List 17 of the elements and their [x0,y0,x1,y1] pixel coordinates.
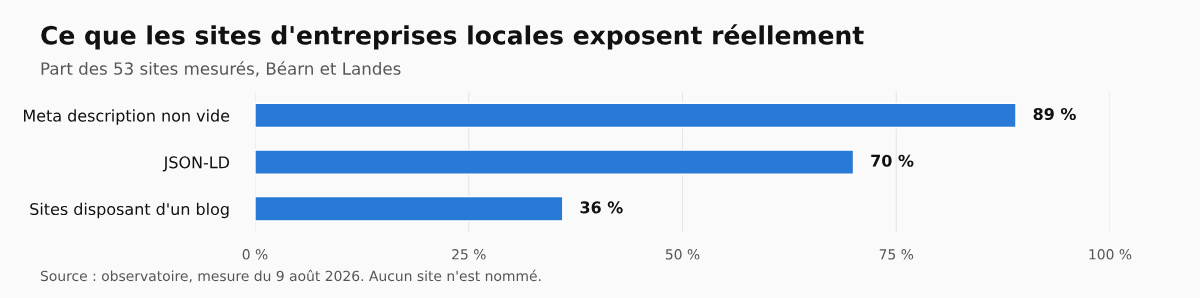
x-tick-label: 50 % [665,249,700,260]
chart-title: Ce que les sites d'entreprises locales exposent réellement [41,24,864,50]
x-tick-label: 0 % [242,249,268,260]
bar [255,149,855,175]
data-label: 89 % [1033,107,1076,121]
x-tick-label: 100 % [1089,249,1132,260]
bar [255,195,564,222]
y-tick-label: Sites disposant d'un blog [30,202,229,219]
x-tick-label: 25 % [452,249,486,260]
data-label: 36 % [580,201,623,214]
y-tick-label: JSON-LD [162,156,230,172]
y-tick-label: Meta description non vide [24,109,230,125]
data-label: 70 % [871,154,914,167]
bar [255,102,1017,129]
chart-subtitle: Part des 53 sites mesurés, Béarn et Landes [41,61,401,77]
x-tick-label: 75 % [879,249,914,260]
source-note: Source : observatoire, mesure du 9 août 2026. Aucun site n'est nommé. [40,269,541,283]
